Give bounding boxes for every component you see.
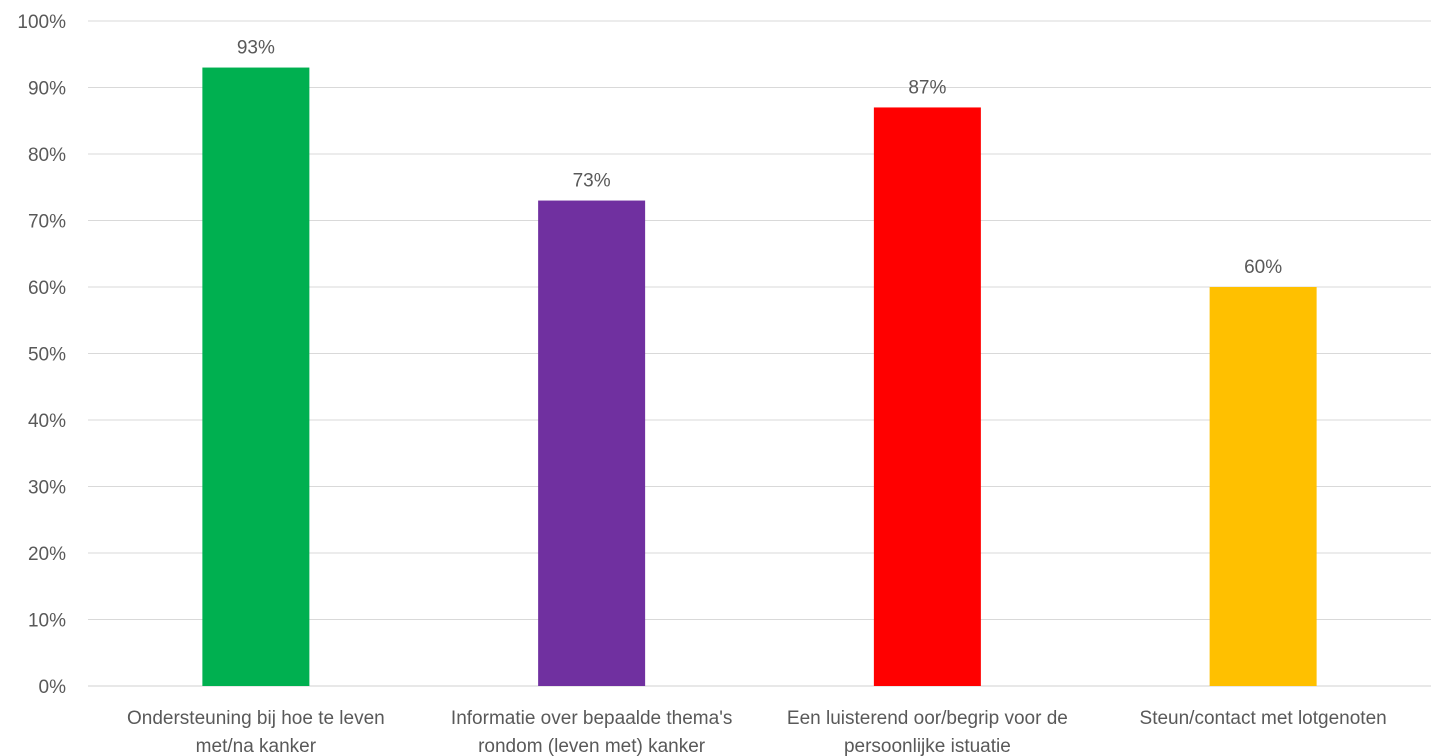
category-label: Steun/contact met lotgenoten xyxy=(1140,708,1387,729)
x-axis-categories: Ondersteuning bij hoe te leven met/na kan… xyxy=(127,708,1387,756)
y-axis-ticks: 0% 10% 20% 30% 40% 50% 60% 70% 80% 90% 100% xyxy=(17,12,66,698)
y-tick-label: 40% xyxy=(28,411,66,432)
bar xyxy=(873,107,981,686)
data-label: 60% xyxy=(1244,257,1282,278)
bar xyxy=(1209,287,1317,686)
category-label: Informatie over bepaalde thema's rondom (… xyxy=(451,708,732,756)
category-label-line: Steun/contact met lotgenoten xyxy=(1140,708,1387,729)
category-label-line: Een luisterend oor/begrip voor de xyxy=(787,708,1068,729)
y-tick-label: 100% xyxy=(17,12,66,33)
category-label: Een luisterend oor/begrip voor de persoon… xyxy=(787,708,1068,756)
gridlines xyxy=(88,20,1431,687)
y-tick-label: 90% xyxy=(28,79,66,100)
bars xyxy=(202,67,1317,687)
category-label-line: rondom (leven met) kanker xyxy=(478,736,706,756)
y-tick-label: 20% xyxy=(28,544,66,565)
bar xyxy=(538,200,646,687)
y-tick-label: 10% xyxy=(28,611,66,632)
category-label-line: Informatie over bepaalde thema's xyxy=(451,708,732,729)
category-label: Ondersteuning bij hoe te leven met/na kan… xyxy=(127,708,385,756)
y-tick-label: 70% xyxy=(28,212,66,233)
data-label: 93% xyxy=(237,38,275,59)
category-label-line: met/na kanker xyxy=(196,736,317,756)
y-tick-label: 60% xyxy=(28,278,66,299)
category-label-line: persoonlijke istuatie xyxy=(844,736,1011,756)
data-label: 73% xyxy=(573,171,611,192)
data-label: 87% xyxy=(908,77,946,98)
data-labels: 93% 73% 87% 60% xyxy=(237,38,1282,278)
category-label-line: Ondersteuning bij hoe te leven xyxy=(127,708,385,729)
bar xyxy=(202,67,310,687)
y-tick-label: 50% xyxy=(28,345,66,366)
y-tick-label: 30% xyxy=(28,478,66,499)
y-tick-label: 0% xyxy=(39,677,67,698)
y-tick-label: 80% xyxy=(28,145,66,166)
